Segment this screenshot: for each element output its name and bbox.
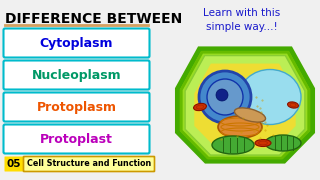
Ellipse shape bbox=[239, 69, 301, 125]
Polygon shape bbox=[181, 52, 309, 158]
Ellipse shape bbox=[212, 136, 254, 154]
FancyBboxPatch shape bbox=[4, 125, 149, 154]
Text: Protoplasm: Protoplasm bbox=[36, 100, 116, 114]
Polygon shape bbox=[177, 49, 313, 161]
Circle shape bbox=[207, 79, 243, 115]
Ellipse shape bbox=[265, 135, 301, 151]
Polygon shape bbox=[185, 56, 305, 155]
Polygon shape bbox=[194, 64, 296, 148]
Circle shape bbox=[216, 89, 228, 101]
Text: Protoplast: Protoplast bbox=[40, 132, 113, 145]
Text: 05: 05 bbox=[7, 159, 21, 169]
Text: Cell Structure and Function: Cell Structure and Function bbox=[27, 159, 151, 168]
FancyBboxPatch shape bbox=[4, 156, 23, 172]
Text: DIFFERENCE BETWEEN: DIFFERENCE BETWEEN bbox=[5, 12, 182, 26]
Text: Nucleoplasm: Nucleoplasm bbox=[32, 69, 121, 82]
Ellipse shape bbox=[194, 103, 206, 111]
FancyBboxPatch shape bbox=[4, 60, 149, 89]
FancyBboxPatch shape bbox=[23, 156, 155, 172]
Circle shape bbox=[199, 71, 251, 123]
Ellipse shape bbox=[255, 140, 271, 147]
Text: Cytoplasm: Cytoplasm bbox=[40, 37, 113, 50]
FancyBboxPatch shape bbox=[4, 93, 149, 122]
Ellipse shape bbox=[288, 102, 299, 108]
FancyBboxPatch shape bbox=[4, 28, 149, 57]
Ellipse shape bbox=[235, 108, 266, 122]
Ellipse shape bbox=[218, 116, 262, 138]
Text: Learn with this
simple way...!: Learn with this simple way...! bbox=[204, 8, 281, 32]
